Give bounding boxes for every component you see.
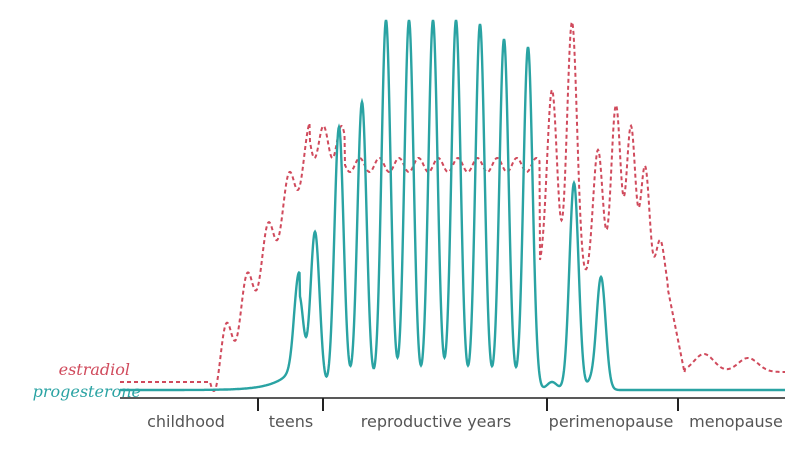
series-label-estradiol: estradiol: [59, 360, 130, 379]
x-axis-ticks: [257, 398, 679, 411]
stage-label-perimenopause: perimenopause: [549, 412, 674, 431]
stage-label-reproductive-years: reproductive years: [361, 412, 511, 431]
stage-label-childhood: childhood: [147, 412, 225, 431]
progesterone-line: [120, 19, 785, 392]
estradiol-line: [120, 19, 785, 393]
stage-label-menopause: menopause: [689, 412, 783, 431]
series-label-progesterone: progesterone: [33, 382, 141, 401]
stage-label-teens: teens: [269, 412, 313, 431]
